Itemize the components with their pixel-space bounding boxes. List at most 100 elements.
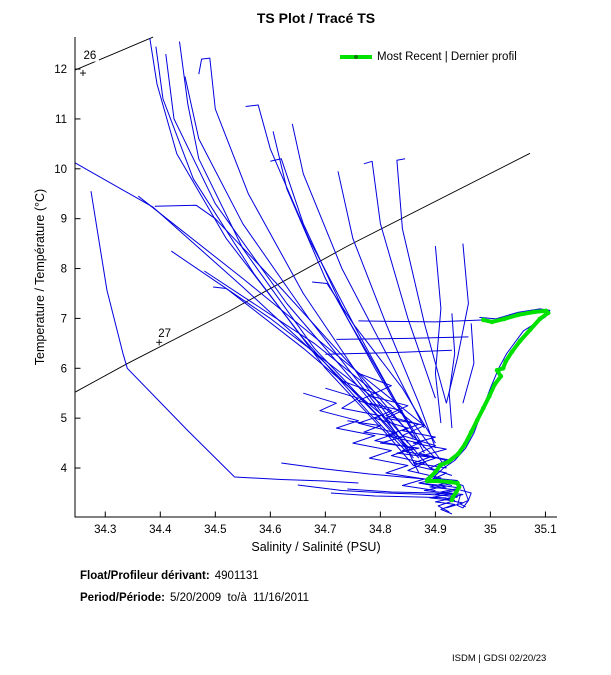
profile-line	[336, 336, 469, 340]
profile-line	[154, 204, 414, 439]
most-recent-marker	[515, 312, 521, 318]
contour-label-anchor	[79, 70, 86, 77]
most-recent-marker	[537, 316, 543, 322]
y-tick-label: 12	[54, 64, 67, 76]
profile-line	[291, 123, 425, 429]
profile-line	[347, 488, 458, 496]
most-recent-marker	[455, 480, 460, 486]
most-recent-profile-line	[425, 308, 551, 502]
legend-label: Most Recent | Dernier profil	[377, 51, 517, 63]
axes-lines	[74, 37, 557, 518]
most-recent-marker	[500, 365, 506, 371]
contour-label: 26	[83, 50, 96, 62]
profile-line	[396, 158, 447, 404]
profile-line	[448, 313, 456, 429]
y-tick-label: 7	[61, 313, 67, 325]
most-recent-marker	[489, 319, 495, 325]
x-axis-label: Salinity / Salinité (PSU)	[251, 540, 381, 554]
most-recent-marker	[509, 349, 515, 355]
most-recent-marker	[474, 417, 480, 423]
profile-line	[281, 462, 441, 481]
profile-line	[347, 420, 447, 469]
profile-line	[204, 270, 447, 469]
most-recent-marker	[447, 479, 453, 485]
y-tick-label: 5	[61, 413, 67, 425]
most-recent-marker	[494, 367, 500, 373]
profile-line	[272, 131, 414, 434]
profile-line	[213, 286, 431, 469]
float-id-line: Float/Profileur dérivant: 4901131	[80, 570, 259, 582]
y-tick-label: 9	[61, 214, 67, 226]
profile-line	[434, 246, 442, 424]
most-recent-marker	[545, 310, 551, 316]
profile-line	[363, 160, 436, 399]
profile-line	[337, 171, 436, 449]
x-tick-label: 34.8	[369, 524, 391, 536]
profile-line	[184, 76, 414, 459]
legend-marker-sample	[354, 55, 358, 59]
profile-line	[369, 402, 452, 461]
most-recent-marker	[435, 478, 441, 484]
x-tick-label: 34.7	[314, 524, 336, 536]
most-recent-marker	[433, 469, 438, 475]
most-recent-marker	[480, 405, 486, 411]
profile-line	[462, 323, 475, 404]
most-recent-marker	[487, 393, 492, 399]
float-id-value: 4901131	[214, 570, 259, 582]
profile-line	[312, 281, 436, 444]
most-recent-marker	[480, 317, 486, 323]
isopycnal-line	[74, 36, 154, 71]
y-tick-label: 8	[61, 264, 67, 276]
most-recent-marker	[462, 441, 468, 447]
x-tick-label: 35	[484, 524, 497, 536]
profile-line	[179, 41, 420, 459]
issuer-watermark: ISDM | GDSI 02/20/23	[452, 653, 547, 664]
profile-line	[155, 46, 414, 466]
profile-line	[171, 250, 436, 459]
x-tick-label: 34.3	[94, 524, 116, 536]
most-recent-marker	[492, 381, 498, 387]
profile-line	[137, 195, 425, 426]
most-recent-marker	[468, 429, 474, 435]
period-value: 5/20/2009 to/à 11/16/2011	[170, 592, 309, 604]
y-tick-label: 4	[61, 463, 68, 475]
most-recent-marker	[424, 478, 430, 484]
profile-line	[325, 387, 447, 489]
profile-line	[165, 54, 409, 449]
most-recent-marker	[454, 489, 459, 495]
most-recent-marker	[503, 359, 509, 364]
y-tick-label: 10	[54, 164, 67, 176]
most-recent-marker	[438, 462, 443, 468]
most-recent-marker	[532, 309, 537, 315]
most-recent-marker	[456, 484, 462, 490]
profile-line	[325, 349, 452, 355]
profile-line	[418, 482, 456, 513]
y-axis-label: Temperature / Température (°C)	[33, 188, 47, 366]
x-tick-label: 34.4	[149, 524, 172, 536]
most-recent-marker	[445, 459, 451, 465]
most-recent-marker	[449, 497, 455, 503]
profile-line	[198, 57, 409, 444]
profile-line	[90, 191, 359, 484]
most-recent-marker	[517, 338, 523, 344]
profile-line	[445, 243, 469, 404]
profile-line	[330, 492, 447, 499]
x-tick-label: 34.9	[424, 524, 446, 536]
contour-label-bg	[155, 326, 174, 340]
x-tick-label: 34.6	[259, 524, 281, 536]
y-tick-label: 11	[55, 114, 67, 126]
isopycnal-line	[74, 152, 531, 393]
x-tick-label: 34.5	[204, 524, 226, 536]
most-recent-marker	[455, 451, 461, 457]
chart-title: TS Plot / Tracé TS	[256, 10, 376, 26]
profile-line	[432, 308, 551, 509]
profile-line	[245, 104, 425, 454]
float-id-label: Float/Profileur dérivant:	[80, 570, 210, 582]
most-recent-marker	[501, 316, 507, 322]
profile-line	[459, 489, 472, 508]
y-tick-label: 6	[61, 363, 67, 375]
most-recent-marker	[498, 373, 504, 379]
profile-line	[358, 319, 485, 323]
